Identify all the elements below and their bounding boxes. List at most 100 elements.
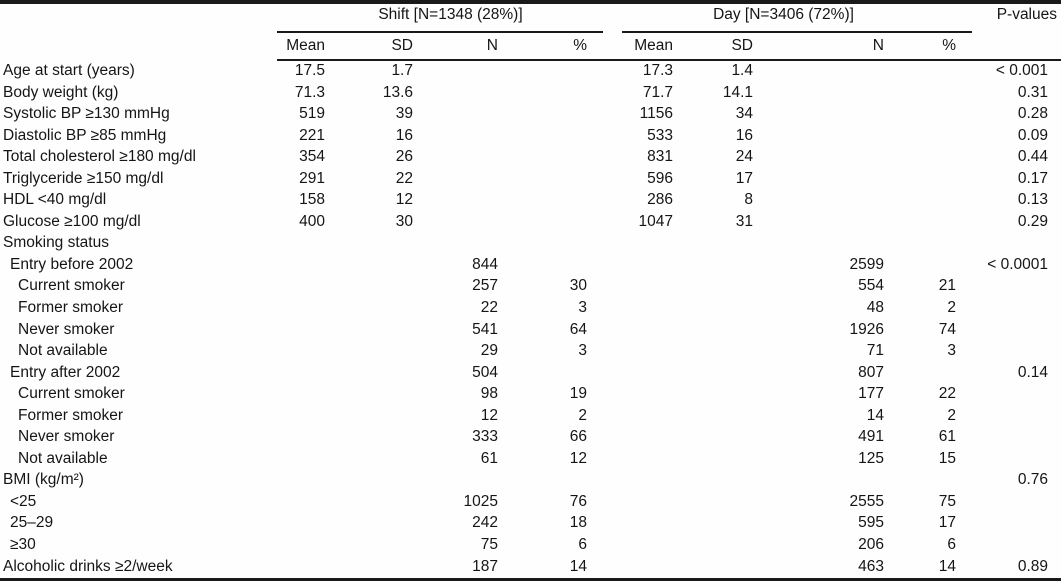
p-value: 0.89 xyxy=(1017,557,1048,575)
cell-value: 13.6 xyxy=(382,83,413,101)
row-label: Systolic BP ≥130 mmHg xyxy=(3,105,170,123)
cell-value: 14 xyxy=(938,557,956,575)
row-label: Glucose ≥100 mg/dl xyxy=(3,212,141,230)
cell-value: 34 xyxy=(735,105,753,123)
p-value: 0.76 xyxy=(1017,471,1048,489)
cell-value: 463 xyxy=(858,557,884,575)
shift-group-rule xyxy=(277,31,603,33)
p-value: < 0.0001 xyxy=(987,255,1048,273)
cell-value: 6 xyxy=(578,536,587,554)
cell-value: 2599 xyxy=(849,255,884,273)
cell-value: 596 xyxy=(647,169,673,187)
p-values-header: P-values xyxy=(996,6,1057,23)
cell-value: 14 xyxy=(866,406,884,424)
cell-value: 17.5 xyxy=(294,62,325,79)
cell-value: 26 xyxy=(395,148,413,166)
cell-value: 491 xyxy=(858,428,884,446)
cell-value: 15 xyxy=(938,449,956,467)
column-header-n: N xyxy=(486,37,498,54)
row-label: <25 xyxy=(10,492,37,510)
cell-value: 17.3 xyxy=(642,62,673,79)
column-header-pct: % xyxy=(573,37,587,54)
row-label: Body weight (kg) xyxy=(3,83,119,101)
row-label: ≥30 xyxy=(10,536,36,554)
cell-value: 1025 xyxy=(463,492,498,510)
cell-value: 24 xyxy=(735,148,753,166)
cell-value: 12 xyxy=(569,449,587,467)
cell-value: 831 xyxy=(647,148,673,166)
cell-value: 3 xyxy=(947,342,956,360)
row-label: Current smoker xyxy=(18,385,125,403)
column-header-pct: % xyxy=(942,37,956,54)
cell-value: 533 xyxy=(647,126,673,144)
day-group-header: Day [N=3406 (72%)] xyxy=(713,6,854,23)
cell-value: 1156 xyxy=(639,105,673,123)
row-label: Not available xyxy=(18,342,108,360)
p-value: 0.13 xyxy=(1017,191,1048,209)
cell-value: 61 xyxy=(480,449,498,467)
cell-value: 71.3 xyxy=(294,83,325,101)
cell-value: 17 xyxy=(735,169,753,187)
cell-value: 64 xyxy=(569,320,587,338)
cell-value: 554 xyxy=(858,277,884,295)
cell-value: 22 xyxy=(395,169,413,187)
cell-value: 12 xyxy=(480,406,498,424)
p-value: 0.29 xyxy=(1017,212,1048,230)
p-value: 0.14 xyxy=(1017,363,1048,381)
cell-value: 66 xyxy=(569,428,587,446)
p-value: 0.09 xyxy=(1017,126,1048,144)
cell-value: 8 xyxy=(744,191,753,209)
row-label: HDL <40 mg/dl xyxy=(3,191,107,209)
cell-value: 2 xyxy=(947,406,956,424)
row-label: Diastolic BP ≥85 mmHg xyxy=(3,126,167,144)
cell-value: 75 xyxy=(480,536,498,554)
cell-value: 177 xyxy=(858,385,884,403)
cell-value: 541 xyxy=(472,320,498,338)
cell-value: 3 xyxy=(578,299,587,317)
row-label: 25–29 xyxy=(10,514,54,532)
cell-value: 29 xyxy=(480,342,498,360)
cell-value: 333 xyxy=(472,428,498,446)
p-value: 0.17 xyxy=(1017,169,1048,187)
cell-value: 519 xyxy=(299,105,325,123)
table-bottom-rule xyxy=(0,578,1061,581)
row-label: Former smoker xyxy=(18,299,124,317)
column-header-mean: Mean xyxy=(634,37,673,54)
row-label: Not available xyxy=(18,449,108,467)
cell-value: 14 xyxy=(569,557,587,575)
cell-value: 187 xyxy=(472,557,498,575)
cell-value: 158 xyxy=(299,191,325,209)
row-label: BMI (kg/m²) xyxy=(3,471,84,489)
row-label: Entry after 2002 xyxy=(10,363,121,381)
row-label: Never smoker xyxy=(18,320,115,338)
cell-value: 595 xyxy=(858,514,884,532)
cell-value: 30 xyxy=(569,277,587,295)
column-header-sd: SD xyxy=(731,37,753,54)
cell-value: 22 xyxy=(480,299,498,317)
cell-value: 71.7 xyxy=(642,83,673,101)
p-value: < 0.001 xyxy=(995,62,1048,79)
cell-value: 30 xyxy=(395,212,413,230)
row-label: Smoking status xyxy=(3,234,109,252)
cell-value: 354 xyxy=(299,148,325,166)
day-group-rule xyxy=(622,31,972,33)
cell-value: 21 xyxy=(938,277,956,295)
cell-value: 22 xyxy=(938,385,956,403)
cell-value: 1926 xyxy=(849,320,884,338)
cell-value: 76 xyxy=(569,492,587,510)
cell-value: 504 xyxy=(472,363,498,381)
p-value: 0.28 xyxy=(1017,105,1048,123)
cell-value: 39 xyxy=(395,105,413,123)
cell-value: 31 xyxy=(735,212,753,230)
cell-value: 3 xyxy=(578,342,587,360)
cell-value: 2 xyxy=(947,299,956,317)
row-label: Alcoholic drinks ≥2/week xyxy=(3,557,173,575)
cell-value: 16 xyxy=(735,126,753,144)
cell-value: 2 xyxy=(578,406,587,424)
row-label: Never smoker xyxy=(18,428,115,446)
p-value: 0.31 xyxy=(1017,83,1048,101)
row-label: Total cholesterol ≥180 mg/dl xyxy=(3,148,196,166)
cell-value: 2555 xyxy=(849,492,884,510)
column-header-n: N xyxy=(872,37,884,54)
